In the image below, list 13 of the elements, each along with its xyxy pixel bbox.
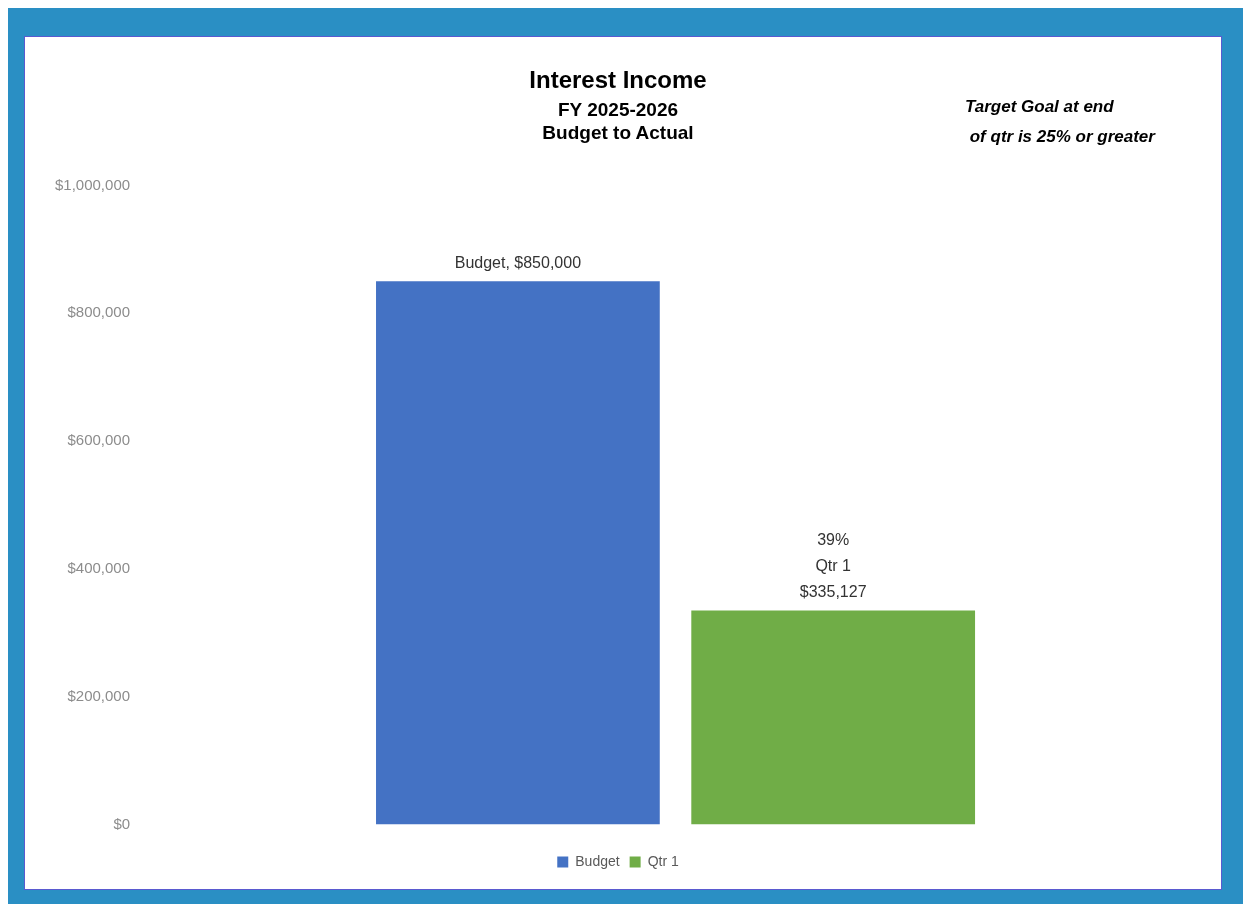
legend-label: Qtr 1 bbox=[647, 852, 679, 869]
chart-subtitle: FY 2025-2026 Budget to Actual bbox=[542, 99, 694, 144]
y-tick-label: $1,000,000 bbox=[55, 175, 131, 193]
data-label: Budget, $850,000 bbox=[454, 253, 582, 271]
y-tick-label: $200,000 bbox=[67, 686, 131, 704]
data-label: 39% Qtr 1 $335,127 bbox=[799, 530, 867, 600]
y-tick-label: $800,000 bbox=[67, 303, 131, 321]
chart-title: Interest Income bbox=[529, 66, 707, 94]
y-tick-label: $400,000 bbox=[67, 559, 131, 577]
legend-label: Budget bbox=[575, 852, 620, 869]
text: Target Goal at end of qtr is 25% or greater bbox=[965, 97, 1157, 147]
y-tick-label: $600,000 bbox=[67, 431, 131, 449]
y-tick-label: $0 bbox=[113, 814, 131, 832]
